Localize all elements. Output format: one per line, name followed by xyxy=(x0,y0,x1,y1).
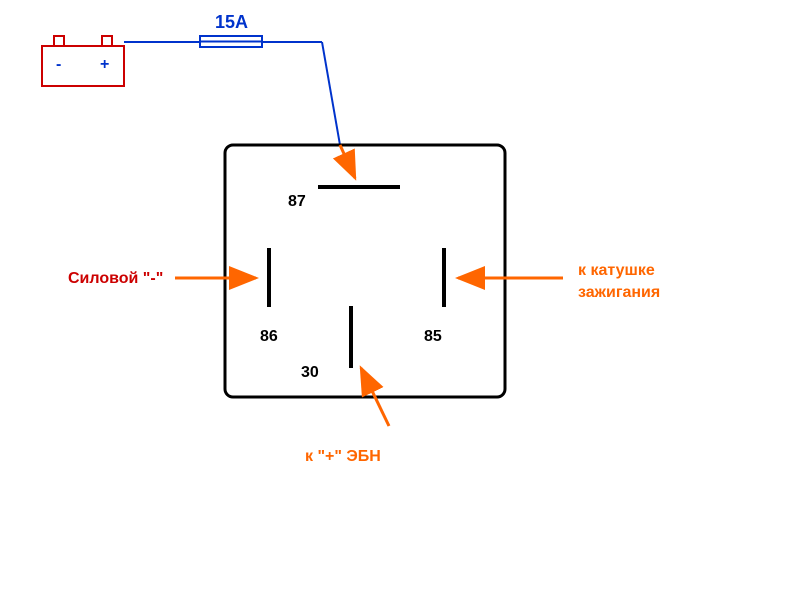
pin-label-30: 30 xyxy=(301,364,319,382)
battery-minus: - xyxy=(56,56,61,74)
pin-label-87: 87 xyxy=(288,193,306,211)
relay-pins xyxy=(269,187,444,368)
pin-label-85: 85 xyxy=(424,328,442,346)
battery-symbol xyxy=(42,36,124,86)
annotation-right-line2: зажигания xyxy=(578,284,660,302)
arrow-to-87 xyxy=(340,145,355,178)
wires xyxy=(124,42,340,145)
pin-label-86: 86 xyxy=(260,328,278,346)
battery-plus: + xyxy=(100,56,109,74)
annotation-right-line1: к катушке xyxy=(578,262,655,280)
annotation-bottom: к "+" ЭБН xyxy=(305,448,381,466)
fuse-symbol xyxy=(200,36,262,47)
fuse-label: 15A xyxy=(215,12,248,33)
diagram-svg xyxy=(0,0,800,600)
wiring-diagram: 15A - + 87 86 85 30 Силовой "-" к катушк… xyxy=(0,0,800,600)
annotation-left: Силовой "-" xyxy=(68,270,163,288)
